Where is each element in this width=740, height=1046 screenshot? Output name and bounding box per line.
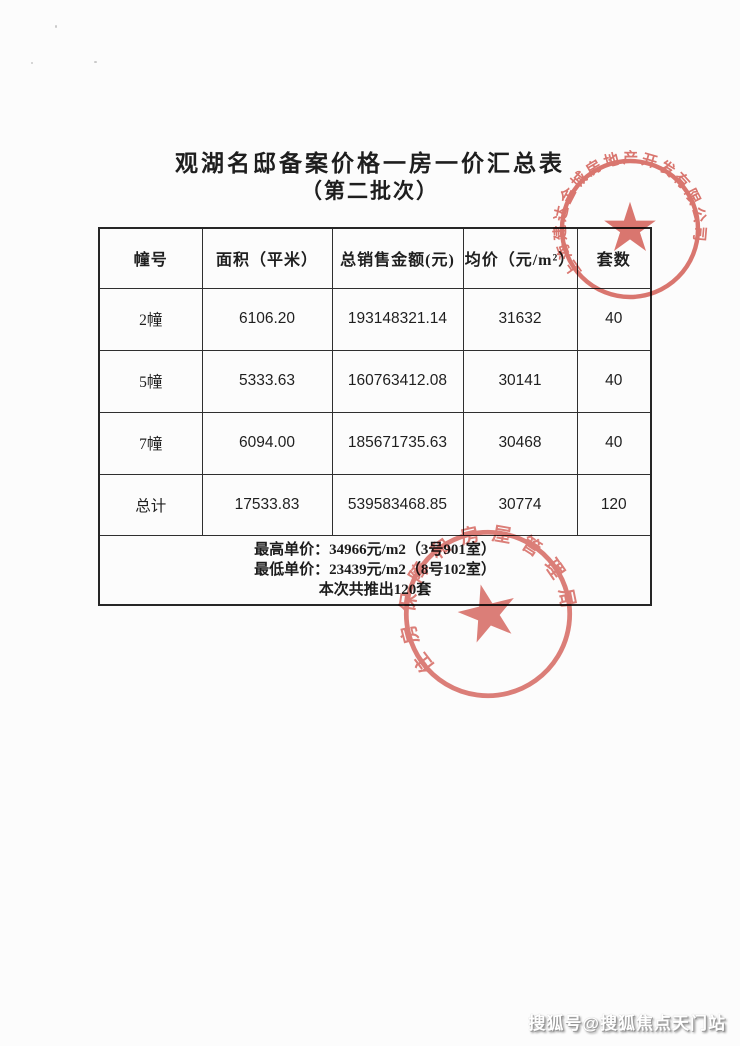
header-avg-price: 均价（元/m²） xyxy=(462,227,578,289)
cell-area: 5333.63 xyxy=(201,349,333,413)
note-max-price: 最高单价：34966元/m2（3号901室） xyxy=(254,541,496,558)
cell-total-sales: 539583468.85 xyxy=(331,473,464,536)
cell-total-sales: 193148321.14 xyxy=(331,287,464,351)
cell-unit-count: 120 xyxy=(576,473,652,536)
table-row: 5幢 5333.63 160763412.08 30141 40 xyxy=(98,349,652,413)
notes-cell: 最高单价：34966元/m2（3号901室） 最低单价：23439元/m2（8号… xyxy=(98,534,652,606)
header-building-no: 幢号 xyxy=(98,227,203,289)
note-total-units: 本次共推出120套 xyxy=(318,581,432,598)
header-total-sales: 总销售金额(元) xyxy=(331,227,464,289)
cell-avg-price: 30141 xyxy=(462,349,578,413)
header-area: 面积（平米） xyxy=(201,227,333,289)
cell-total-sales: 160763412.08 xyxy=(331,349,464,413)
table-total-row: 总计 17533.83 539583468.85 30774 120 xyxy=(98,473,652,536)
cell-unit-count: 40 xyxy=(576,411,652,475)
scan-speck xyxy=(55,25,57,28)
cell-building: 7幢 xyxy=(98,411,203,475)
price-summary-table: 幢号 面积（平米） 总销售金额(元) 均价（元/m²） 套数 2幢 6106.2… xyxy=(98,227,652,606)
note-min-price: 最低单价：23439元/m2（8号102室） xyxy=(254,561,496,578)
cell-area: 6094.00 xyxy=(201,411,333,475)
cell-total-sales: 185671735.63 xyxy=(331,411,464,475)
cell-avg-price: 30468 xyxy=(462,411,578,475)
cell-area: 6106.20 xyxy=(201,287,333,351)
table-header-row: 幢号 面积（平米） 总销售金额(元) 均价（元/m²） 套数 xyxy=(98,227,652,289)
scan-speck xyxy=(31,62,33,64)
watermark-text: 搜狐号@搜狐焦点天门站 xyxy=(528,1014,726,1033)
scan-speck xyxy=(94,61,97,63)
document-title: 观湖名邸备案价格一房一价汇总表 （第二批次） xyxy=(0,150,740,205)
cell-avg-price: 30774 xyxy=(462,473,578,536)
cell-building: 2幢 xyxy=(98,287,203,351)
table-row: 7幢 6094.00 185671735.63 30468 40 xyxy=(98,411,652,475)
cell-building: 5幢 xyxy=(98,349,203,413)
header-unit-count: 套数 xyxy=(576,227,652,289)
document-title-line2: （第二批次） xyxy=(301,179,439,203)
document-title-line1: 观湖名邸备案价格一房一价汇总表 xyxy=(175,151,565,176)
cell-unit-count: 40 xyxy=(576,349,652,413)
cell-unit-count: 40 xyxy=(576,287,652,351)
cell-area: 17533.83 xyxy=(201,473,333,536)
table-notes-row: 最高单价：34966元/m2（3号901室） 最低单价：23439元/m2（8号… xyxy=(98,534,652,606)
cell-avg-price: 31632 xyxy=(462,287,578,351)
table-row: 2幢 6106.20 193148321.14 31632 40 xyxy=(98,287,652,351)
cell-building: 总计 xyxy=(98,473,203,536)
price-notes: 最高单价：34966元/m2（3号901室） 最低单价：23439元/m2（8号… xyxy=(254,540,496,600)
